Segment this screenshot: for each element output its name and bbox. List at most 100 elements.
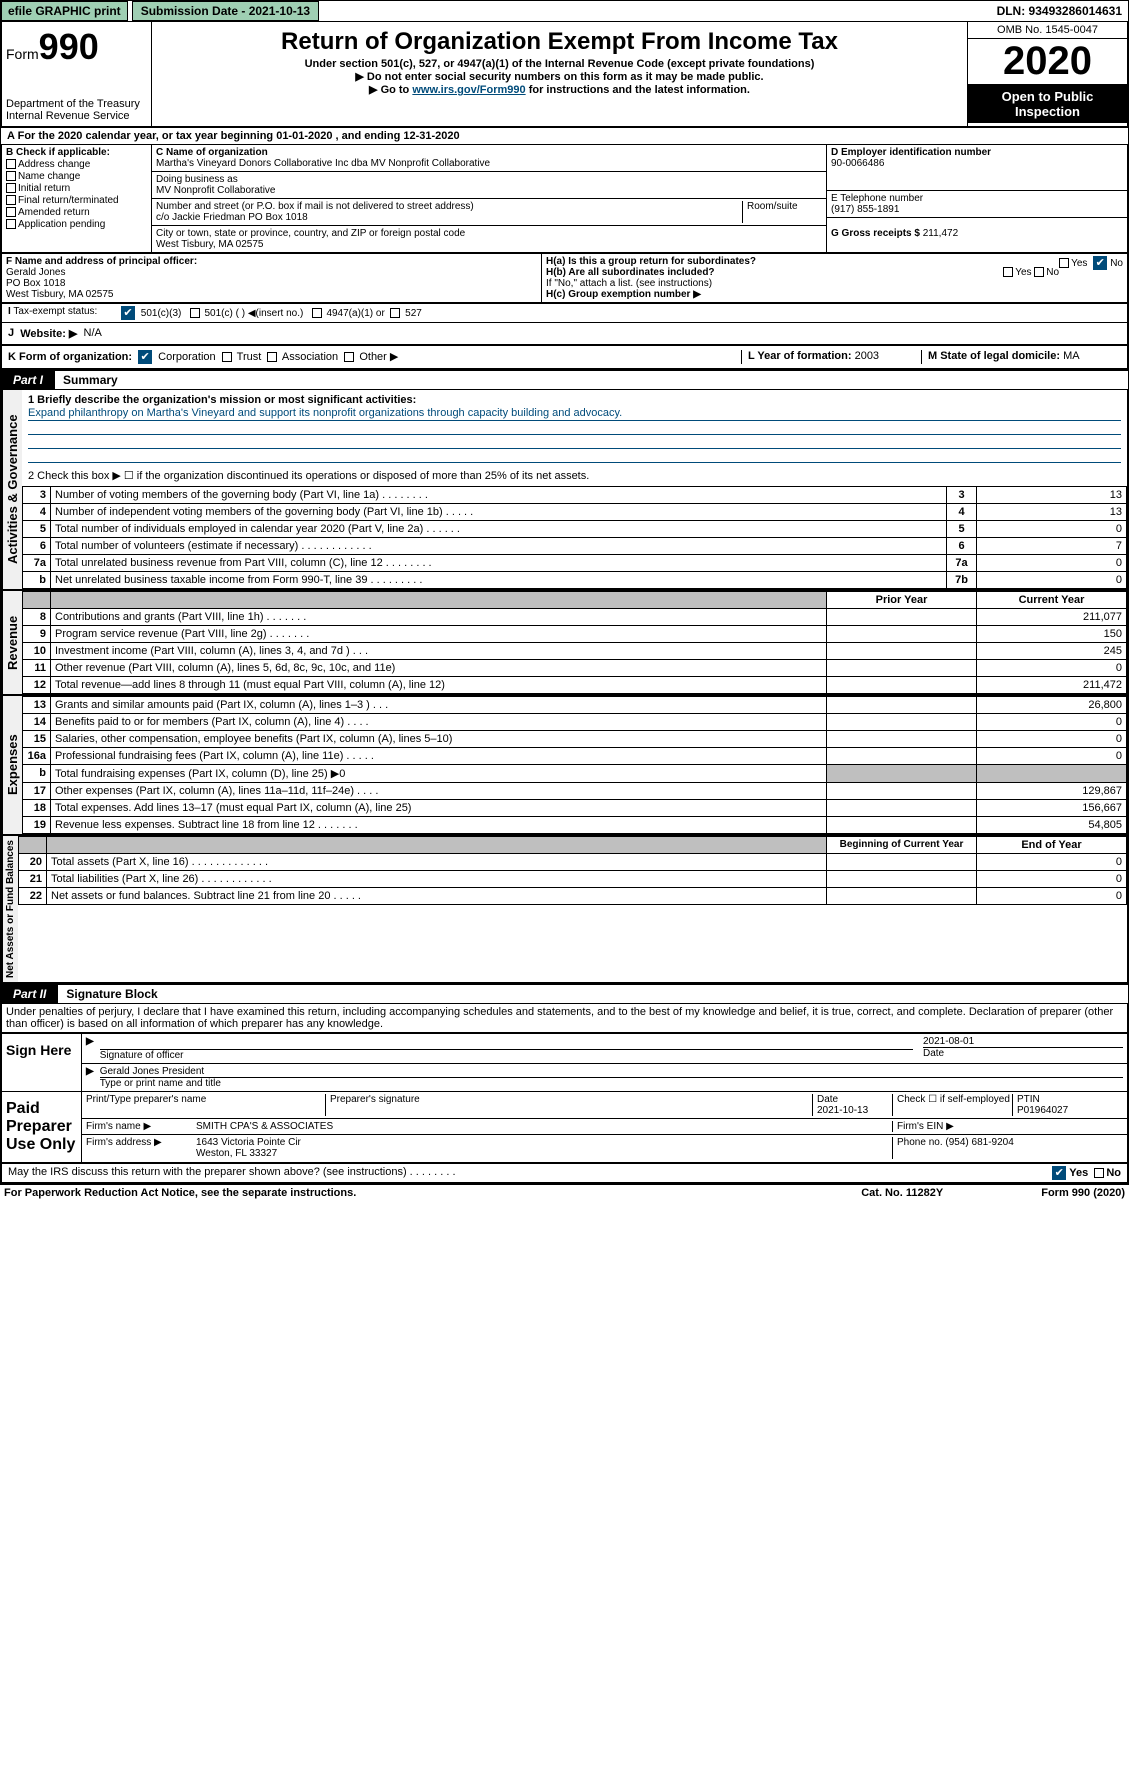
state-domicile: MA [1063,350,1080,362]
chk-discuss-yes[interactable]: ✔ [1052,1166,1066,1180]
ptin-label: PTIN [1017,1094,1040,1105]
cat-no: Cat. No. 11282Y [861,1187,1041,1199]
chk-name-change[interactable]: Name change [6,171,147,182]
M-label: M State of legal domicile: [928,350,1060,362]
mission-text: Expand philanthropy on Martha's Vineyard… [28,406,1121,421]
L-label: L Year of formation: [748,350,852,362]
firm-ein: Firm's EIN ▶ [893,1121,1123,1132]
discuss-text: May the IRS discuss this return with the… [8,1166,1049,1180]
I-label: Tax-exempt status: [13,306,97,317]
K-label: K Form of organization: [8,351,132,363]
E-label: E Telephone number [831,193,1123,204]
subtitle-1: Under section 501(c), 527, or 4947(a)(1)… [156,58,963,70]
prep-date-label: Date [817,1094,838,1105]
room-suite: Room/suite [742,201,822,223]
subtitle-2: ▶ Do not enter social security numbers o… [156,70,963,83]
addr-value: c/o Jackie Friedman PO Box 1018 [156,212,742,223]
section-netassets: Net Assets or Fund Balances Beginning of… [0,836,1129,984]
form990-link[interactable]: www.irs.gov/Form990 [412,84,525,96]
opt-other: Other ▶ [359,351,398,363]
G-label: G Gross receipts $ [831,228,920,239]
ein-value: 90-0066486 [831,158,1123,169]
row-FH: F Name and address of principal officer:… [0,252,1129,304]
form-ref: Form 990 (2020) [1041,1187,1125,1199]
chk-assoc[interactable] [267,352,277,362]
section-expenses: Expenses 13Grants and similar amounts pa… [0,696,1129,836]
signature-block: Sign Here ▶ Signature of officer 2021-08… [0,1032,1129,1164]
part2-header: Part II Signature Block [0,984,1129,1004]
form-num: 990 [39,26,99,67]
D-label: D Employer identification number [831,147,1123,158]
chk-address-change[interactable]: Address change [6,159,147,170]
chk-4947[interactable] [312,308,322,318]
officer-addr2: West Tisbury, MA 02575 [6,289,537,300]
sig-date: 2021-08-01 [923,1036,1123,1048]
table-expenses: 13Grants and similar amounts paid (Part … [22,696,1127,834]
part1-title: Summary [55,371,126,389]
gross-receipts: 211,472 [923,228,958,239]
sig-officer-label: Signature of officer [100,1050,913,1061]
tax-exempt-row: I Tax-exempt status: ✔ 501(c)(3) 501(c) … [0,304,1129,323]
prep-sig-label: Preparer's signature [326,1094,813,1116]
line1-label: 1 Briefly describe the organization's mi… [28,394,1121,406]
prep-name-label: Print/Type preparer's name [86,1094,326,1116]
paid-preparer-label: Paid Preparer Use Only [2,1092,82,1162]
dba-label: Doing business as [156,174,822,185]
vert-expenses: Expenses [2,696,22,834]
chk-corp[interactable]: ✔ [138,350,152,364]
opt-501c3: 501(c)(3) [141,308,182,319]
phone-label: Phone no. [897,1137,943,1148]
chk-527[interactable] [390,308,400,318]
pra-notice: For Paperwork Reduction Act Notice, see … [4,1187,861,1199]
year-formation: 2003 [855,350,879,362]
goto-post: for instructions and the latest informat… [526,84,750,96]
part2-tab: Part II [1,985,58,1003]
chk-app-pending[interactable]: Application pending [6,219,147,230]
print-name-label: Type or print name and title [100,1078,1123,1089]
efile-button[interactable]: efile GRAPHIC print [1,1,128,21]
J-label: Website: ▶ [20,327,77,340]
irs-label: Internal Revenue Service [6,110,147,122]
part1-tab: Part I [1,371,55,389]
chk-trust[interactable] [222,352,232,362]
chk-501c[interactable] [190,308,200,318]
firm-addr-label: Firm's address ▶ [86,1137,196,1159]
firm-addr2: Weston, FL 33327 [196,1148,892,1159]
chk-discuss-no[interactable] [1094,1168,1104,1178]
mission-blank1 [28,421,1121,435]
Hc: H(c) Group exemption number ▶ [546,289,1123,300]
chk-501c3[interactable]: ✔ [121,306,135,320]
open-public: Open to Public Inspection [968,85,1127,123]
opt-4947: 4947(a)(1) or [326,308,384,319]
F-label: F Name and address of principal officer: [6,256,537,267]
form-title: Return of Organization Exempt From Incom… [156,28,963,56]
omb-number: OMB No. 1545-0047 [968,22,1127,39]
B-label: B Check if applicable: [6,147,147,158]
firm-phone: (954) 681-9204 [945,1137,1013,1148]
ptin: P01964027 [1017,1105,1068,1116]
table-revenue: Prior YearCurrent Year8Contributions and… [22,591,1127,694]
sig-date-label: Date [923,1048,1123,1059]
section-governance: Activities & Governance 1 Briefly descri… [0,390,1129,591]
firm-name-label: Firm's name ▶ [86,1121,196,1132]
chk-other[interactable] [344,352,354,362]
opt-assoc: Association [282,351,338,363]
top-bar: efile GRAPHIC print Submission Date - 20… [0,0,1129,22]
mission-blank3 [28,449,1121,463]
C-name-label: C Name of organization [156,147,822,158]
dba-value: MV Nonprofit Collaborative [156,185,822,196]
website-row: J Website: ▶ N/A [0,323,1129,346]
city-value: West Tisbury, MA 02575 [156,239,822,250]
part2-title: Signature Block [58,985,165,1003]
phone-value: (917) 855-1891 [831,204,1123,215]
goto-pre: ▶ Go to [369,84,412,96]
chk-final-return[interactable]: Final return/terminated [6,195,147,206]
discuss-row: May the IRS discuss this return with the… [0,1164,1129,1184]
website-value: N/A [84,327,102,340]
chk-initial-return[interactable]: Initial return [6,183,147,194]
chk-amended[interactable]: Amended return [6,207,147,218]
firm-name: SMITH CPA'S & ASSOCIATES [196,1121,893,1132]
table-netassets: Beginning of Current YearEnd of Year20To… [18,836,1127,905]
form-header: Form990 Department of the Treasury Inter… [0,22,1129,128]
self-employed[interactable]: Check ☐ if self-employed [893,1094,1013,1116]
